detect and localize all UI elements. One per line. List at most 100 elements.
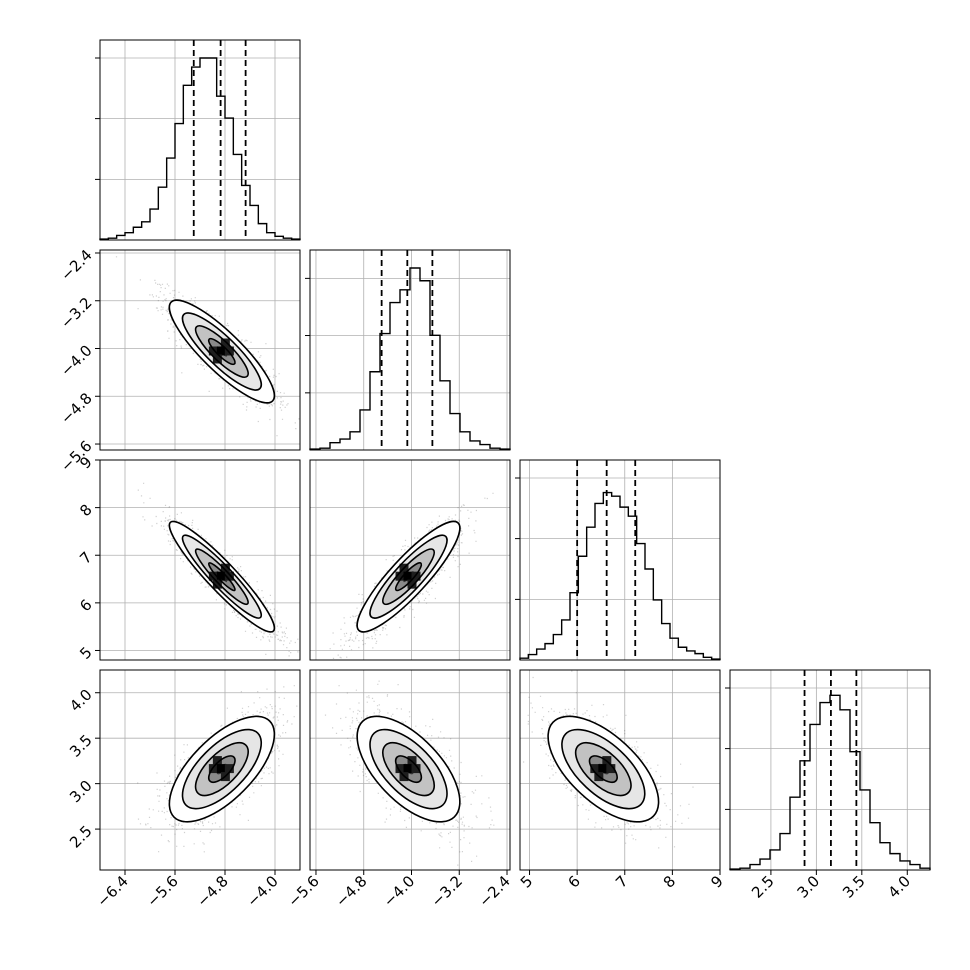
- hist-panel-2: [515, 459, 721, 661]
- contour-line: [194, 741, 249, 797]
- xtick-label: 7: [612, 872, 631, 891]
- contour-line: [356, 520, 461, 633]
- contour-line: [207, 337, 236, 366]
- contour-line: [356, 715, 461, 823]
- density-core: [403, 571, 413, 581]
- histogram-2: [519, 491, 721, 660]
- density-core: [216, 764, 226, 774]
- density-core: [216, 571, 226, 581]
- pair-panel-2-0: [99, 459, 301, 661]
- xtick-label: −3.2: [428, 872, 466, 910]
- density-core: [224, 571, 234, 581]
- ytick-label: −4.8: [57, 389, 95, 427]
- histogram-3: [729, 694, 931, 870]
- pair-content: [137, 482, 299, 657]
- ytick-label: 8: [76, 501, 95, 520]
- xtick-label: −4.8: [332, 872, 370, 910]
- density-core: [606, 764, 616, 774]
- panel-frame: [309, 249, 511, 451]
- density-core: [224, 346, 234, 356]
- contour-line: [168, 715, 276, 823]
- ytick-label: 3.0: [66, 777, 96, 807]
- pair-content: [329, 492, 494, 659]
- xtick-label: −4.0: [243, 872, 281, 910]
- xtick-label: 6: [564, 872, 583, 891]
- contour-line: [181, 534, 263, 619]
- histogram-0: [99, 57, 301, 240]
- ytick-label: 5: [76, 643, 95, 662]
- density-core: [403, 764, 413, 774]
- density-core: [395, 571, 405, 581]
- panel-frame: [519, 669, 721, 871]
- pair-content: [523, 670, 694, 849]
- panel-frame: [519, 459, 721, 661]
- contour-line: [369, 534, 448, 619]
- ytick-label: 6: [76, 596, 95, 615]
- contour-line: [168, 520, 276, 633]
- density-core: [411, 764, 421, 774]
- pair-content: [324, 680, 495, 866]
- ytick-label: 4.0: [66, 686, 96, 716]
- density-core: [598, 764, 608, 774]
- contour-line: [181, 728, 263, 810]
- contour-line: [394, 562, 423, 592]
- contour-line: [394, 755, 423, 784]
- xtick-label: 8: [660, 872, 679, 891]
- contour-line: [207, 562, 236, 592]
- pair-panel-2-1: [309, 459, 511, 661]
- contour-line: [369, 728, 448, 810]
- density-core: [407, 579, 417, 589]
- pair-panel-3-2: [519, 669, 721, 871]
- xtick-label: −5.6: [284, 872, 322, 910]
- panel-frame: [99, 249, 301, 451]
- xtick-label: 4.0: [885, 872, 915, 902]
- contour-line: [574, 741, 632, 797]
- contour-line: [194, 548, 249, 606]
- density-core: [216, 346, 226, 356]
- hist-panel-1: [305, 249, 511, 451]
- xtick-label: −5.6: [143, 872, 181, 910]
- panel-frame: [309, 459, 511, 661]
- density-core: [220, 563, 230, 573]
- density-core: [212, 579, 222, 589]
- ytick-label: 7: [76, 548, 95, 567]
- panel-frame: [99, 459, 301, 661]
- contour-line: [382, 548, 435, 606]
- xtick-label: −4.0: [380, 872, 418, 910]
- density-core: [208, 346, 218, 356]
- xtick-label: −4.8: [193, 872, 231, 910]
- contour-line: [207, 755, 236, 784]
- panel-frame: [99, 669, 301, 871]
- ytick-label: −2.4: [57, 246, 95, 284]
- ytick-label: −4.0: [57, 341, 95, 379]
- contour-line: [547, 715, 660, 823]
- density-core: [208, 764, 218, 774]
- density-core: [224, 764, 234, 774]
- panel-frame: [99, 39, 301, 241]
- density-core: [208, 571, 218, 581]
- density-core: [220, 338, 230, 348]
- pair-panel-3-0: [99, 669, 301, 871]
- xtick-label: −6.4: [93, 872, 131, 910]
- contour-line: [588, 755, 618, 784]
- density-core: [212, 354, 222, 364]
- histogram-1: [309, 267, 511, 450]
- hist-panel-0: [95, 39, 301, 241]
- panel-frame: [309, 669, 511, 871]
- contour-line: [194, 325, 249, 378]
- contour-line: [168, 299, 276, 404]
- xtick-label: 3.0: [794, 872, 824, 902]
- pair-panel-1-0: [99, 249, 301, 451]
- contour-line: [382, 741, 435, 797]
- ytick-label: 3.5: [66, 731, 96, 761]
- xtick-label: 5: [517, 872, 536, 891]
- pair-content: [137, 685, 300, 853]
- contour-line: [561, 728, 646, 810]
- xtick-label: 2.5: [748, 872, 778, 902]
- xtick-label: −2.4: [475, 872, 513, 910]
- density-core: [395, 764, 405, 774]
- density-core: [590, 764, 600, 774]
- pair-content: [115, 256, 300, 437]
- hist-panel-3: [725, 669, 931, 871]
